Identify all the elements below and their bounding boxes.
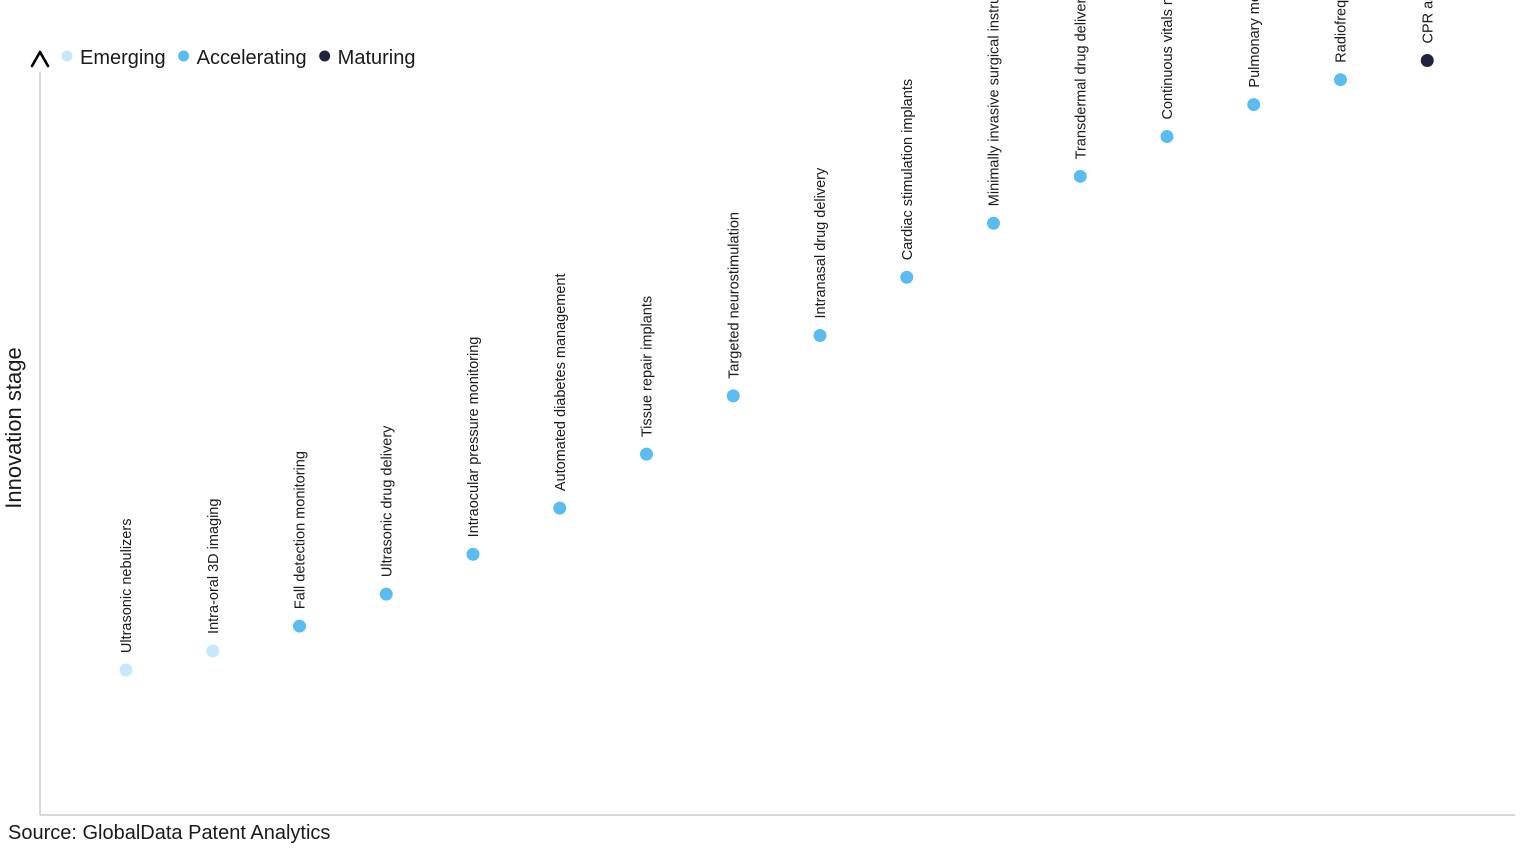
point-label-intra-oral-3d-imaging: Intra-oral 3D imaging [206,499,222,634]
y-axis-arrow-icon [30,50,50,68]
point-minimally-invasive-surgical-instruments [987,216,1000,230]
point-tissue-repair-implants [640,447,653,461]
legend-label-maturing: Maturing [338,47,416,69]
point-fall-detection-monitoring [293,619,306,633]
y-axis-title: Innovation stage [1,347,26,508]
point-label-targeted-neurostimulation: Targeted neurostimulation [726,212,742,379]
point-intraocular-pressure-monitoring [466,547,480,561]
point-targeted-neurostimulation [726,389,740,403]
legend-marker-emerging [61,50,73,62]
point-cpr-assistance-devices [1420,54,1434,68]
legend: Emerging Accelerating Maturing [61,47,416,69]
point-radiofrequency-tissue-ablation [1334,73,1347,87]
point-label-ultrasonic-drug-delivery: Ultrasonic drug delivery [379,425,395,577]
point-pulmonary-medication-delivery [1247,98,1261,112]
point-label-tissue-repair-implants: Tissue repair implants [640,296,656,437]
legend-marker-maturing [319,50,331,62]
point-transdermal-drug-delivery [1073,169,1087,183]
point-cardiac-stimulation-implants [900,270,914,284]
point-continuous-vitals-monitoring [1160,130,1174,144]
point-label-ultrasonic-nebulizers: Ultrasonic nebulizers [119,519,135,654]
point-labels: Ultrasonic nebulizers Intra-oral 3D imagi… [119,0,1436,653]
point-ultrasonic-nebulizers [119,663,133,677]
legend-label-emerging: Emerging [80,47,166,69]
point-label-radiofrequency-tissue-ablation: Radiofrequency tissue ablation [1334,0,1350,63]
point-label-intranasal-drug-delivery: Intranasal drug delivery [813,167,829,318]
point-label-transdermal-drug-delivery: Transdermal drug delivery [1073,0,1089,159]
legend-label-accelerating: Accelerating [197,47,307,69]
point-automated-diabetes-management [553,501,567,515]
axes [30,50,1515,816]
legend-marker-accelerating [178,50,190,62]
source-note: Source: GlobalData Patent Analytics [8,822,331,844]
point-label-cardiac-stimulation-implants: Cardiac stimulation implants [900,79,916,260]
point-label-automated-diabetes-management: Automated diabetes management [553,273,569,491]
point-label-cpr-assistance-devices: CPR assistance devices [1420,0,1436,44]
point-label-fall-detection-monitoring: Fall detection monitoring [293,451,309,609]
point-label-continuous-vitals-monitoring: Continuous vitals monitoring [1160,0,1176,120]
point-label-pulmonary-medication-delivery: Pulmonary medication delivery [1247,0,1263,88]
point-intranasal-drug-delivery [813,328,827,342]
point-intra-oral-3d-imaging [206,644,220,658]
point-ultrasonic-drug-delivery [379,587,393,601]
point-label-intraocular-pressure-monitoring: Intraocular pressure monitoring [466,337,482,538]
data-points [119,54,1434,677]
point-label-minimally-invasive-surgical-instruments: Minimally invasive surgical instruments [987,0,1003,206]
